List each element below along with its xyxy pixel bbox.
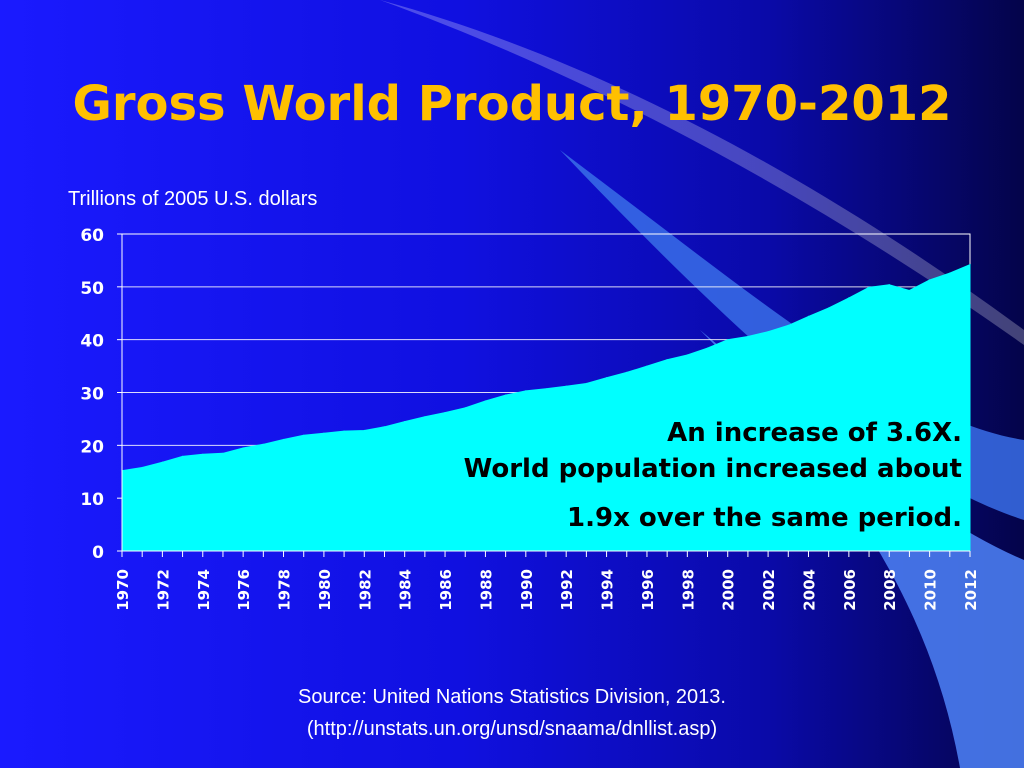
data-point-1991 xyxy=(545,388,547,390)
x-tick-label-2000: 2000 xyxy=(720,569,738,611)
data-point-2005 xyxy=(828,307,830,309)
data-point-1972 xyxy=(161,461,163,463)
data-point-1973 xyxy=(182,455,184,457)
data-point-1983 xyxy=(383,426,386,428)
x-tick-label-2002: 2002 xyxy=(760,569,778,611)
x-tick-label-1978: 1978 xyxy=(276,569,294,611)
x-tick-label-1990: 1990 xyxy=(518,569,536,611)
data-point-1982 xyxy=(363,429,365,432)
annotation-period: 1.9x over the same period. xyxy=(567,503,962,533)
data-point-2010 xyxy=(929,279,931,281)
data-point-2003 xyxy=(787,324,789,326)
data-point-2012 xyxy=(969,264,971,266)
data-point-1975 xyxy=(222,452,224,454)
data-point-2007 xyxy=(868,286,870,288)
data-point-1971 xyxy=(141,466,143,469)
data-point-1999 xyxy=(706,347,709,349)
data-point-1996 xyxy=(646,365,648,367)
chart-title: Gross World Product, 1970-2012 xyxy=(72,76,952,132)
x-tick-label-2008: 2008 xyxy=(881,569,899,611)
data-point-1974 xyxy=(202,453,204,455)
x-tick-label-2010: 2010 xyxy=(922,569,940,611)
data-point-1987 xyxy=(464,407,466,409)
series-area xyxy=(121,263,971,552)
data-point-1984 xyxy=(404,421,406,423)
x-tick-label-1998: 1998 xyxy=(679,569,697,611)
data-point-1985 xyxy=(424,416,426,418)
x-tick-label-2012: 2012 xyxy=(962,569,980,611)
annotation-increase: An increase of 3.6X. xyxy=(667,418,962,448)
source-url: (http://unstats.un.org/unsd/snaama/dnlli… xyxy=(306,718,718,740)
data-point-1976 xyxy=(242,447,244,449)
data-point-1995 xyxy=(626,371,628,373)
data-point-1994 xyxy=(606,377,608,379)
data-point-1998 xyxy=(686,354,688,356)
data-point-2002 xyxy=(767,331,769,333)
annotation-population: World population increased about xyxy=(463,454,962,484)
y-tick-label-0: 0 xyxy=(92,543,104,563)
data-point-2001 xyxy=(747,335,749,338)
y-axis-label: Trillions of 2005 U.S. dollars xyxy=(68,188,318,210)
x-tick-label-1992: 1992 xyxy=(558,569,576,611)
data-point-1989 xyxy=(505,394,507,396)
data-point-2004 xyxy=(807,315,810,317)
y-tick-label-30: 30 xyxy=(80,385,104,405)
x-tick-label-1982: 1982 xyxy=(356,569,374,611)
data-point-1986 xyxy=(444,412,446,414)
x-tick-label-1980: 1980 xyxy=(316,569,334,611)
x-tick-label-1972: 1972 xyxy=(154,569,172,611)
x-tick-label-1974: 1974 xyxy=(195,569,213,611)
data-point-1978 xyxy=(282,438,285,441)
x-tick-label-1984: 1984 xyxy=(397,569,415,611)
x-tick-label-1988: 1988 xyxy=(477,569,495,611)
x-tick-label-1970: 1970 xyxy=(114,569,132,611)
x-tick-label-1986: 1986 xyxy=(437,569,455,611)
data-point-1981 xyxy=(343,430,345,432)
x-tick-label-1994: 1994 xyxy=(599,569,617,611)
x-tick-label-2006: 2006 xyxy=(841,569,859,611)
data-point-2011 xyxy=(949,272,951,274)
x-tick-label-1996: 1996 xyxy=(639,569,657,611)
data-point-1988 xyxy=(484,400,486,402)
data-point-2000 xyxy=(727,339,729,341)
data-point-2008 xyxy=(888,284,890,286)
data-point-1979 xyxy=(303,434,305,436)
data-point-1977 xyxy=(262,443,264,445)
x-tick-label-2004: 2004 xyxy=(800,569,818,611)
data-point-1997 xyxy=(666,359,668,361)
data-point-2009 xyxy=(908,289,911,292)
y-tick-label-20: 20 xyxy=(80,437,104,457)
data-point-2006 xyxy=(848,297,850,299)
source-line: Source: United Nations Statistics Divisi… xyxy=(298,686,726,708)
data-point-1992 xyxy=(565,385,567,387)
y-tick-label-50: 50 xyxy=(80,279,104,299)
data-point-1980 xyxy=(323,432,325,434)
y-tick-label-60: 60 xyxy=(80,226,104,246)
data-point-1993 xyxy=(585,382,588,385)
y-tick-label-40: 40 xyxy=(80,332,104,352)
data-point-1990 xyxy=(525,390,527,392)
x-tick-label-1976: 1976 xyxy=(235,569,253,611)
y-tick-label-10: 10 xyxy=(80,490,104,510)
